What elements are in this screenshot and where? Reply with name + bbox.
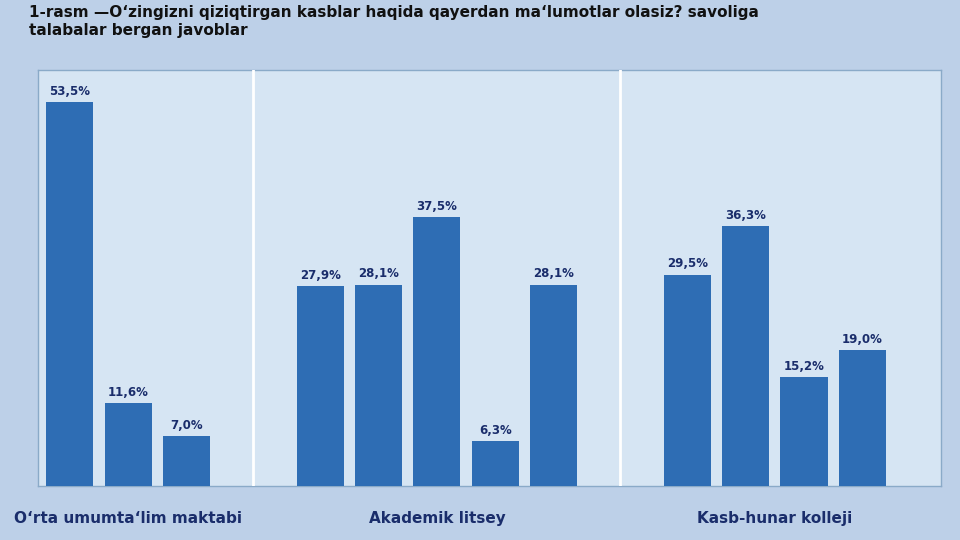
Bar	[105, 403, 152, 486]
Text: 28,1%: 28,1%	[358, 267, 399, 280]
Text: 53,5%: 53,5%	[49, 85, 90, 98]
Bar	[46, 103, 93, 486]
Text: 28,1%: 28,1%	[533, 267, 574, 280]
Text: Akademik litsey: Akademik litsey	[369, 511, 505, 526]
Text: 6,3%: 6,3%	[479, 424, 512, 437]
Bar	[297, 286, 344, 486]
Bar	[530, 285, 577, 486]
Text: Kasb-hunar kolleji: Kasb-hunar kolleji	[697, 511, 852, 526]
Text: 37,5%: 37,5%	[417, 200, 457, 213]
Bar	[355, 285, 402, 486]
Bar	[780, 377, 828, 486]
Bar	[839, 350, 886, 486]
Text: 15,2%: 15,2%	[783, 360, 825, 373]
Bar	[471, 441, 518, 486]
Text: 1-rasm —O‘zingizni qiziqtirgan kasblar haqida qayerdan ma‘lumotlar olasiz? savol: 1-rasm —O‘zingizni qiziqtirgan kasblar h…	[29, 5, 758, 38]
Bar	[663, 274, 710, 486]
Text: 27,9%: 27,9%	[300, 269, 341, 282]
Text: 7,0%: 7,0%	[170, 418, 203, 431]
Bar	[722, 226, 769, 486]
Text: 19,0%: 19,0%	[842, 333, 883, 346]
Text: 36,3%: 36,3%	[725, 208, 766, 221]
Text: 29,5%: 29,5%	[667, 258, 708, 271]
Text: O‘rta umumta‘lim maktabi: O‘rta umumta‘lim maktabi	[14, 511, 242, 526]
Bar	[163, 436, 210, 486]
Text: 11,6%: 11,6%	[108, 386, 149, 399]
Bar	[414, 217, 461, 486]
